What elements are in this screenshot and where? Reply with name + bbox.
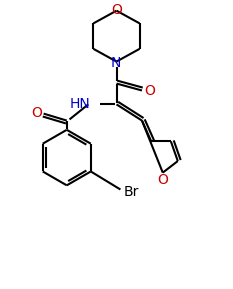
Text: O: O bbox=[31, 106, 42, 120]
Text: O: O bbox=[144, 84, 155, 98]
Text: N: N bbox=[110, 56, 120, 70]
Text: Br: Br bbox=[123, 185, 139, 199]
Text: HN: HN bbox=[70, 97, 91, 111]
Text: O: O bbox=[111, 3, 122, 16]
Text: O: O bbox=[157, 173, 168, 187]
